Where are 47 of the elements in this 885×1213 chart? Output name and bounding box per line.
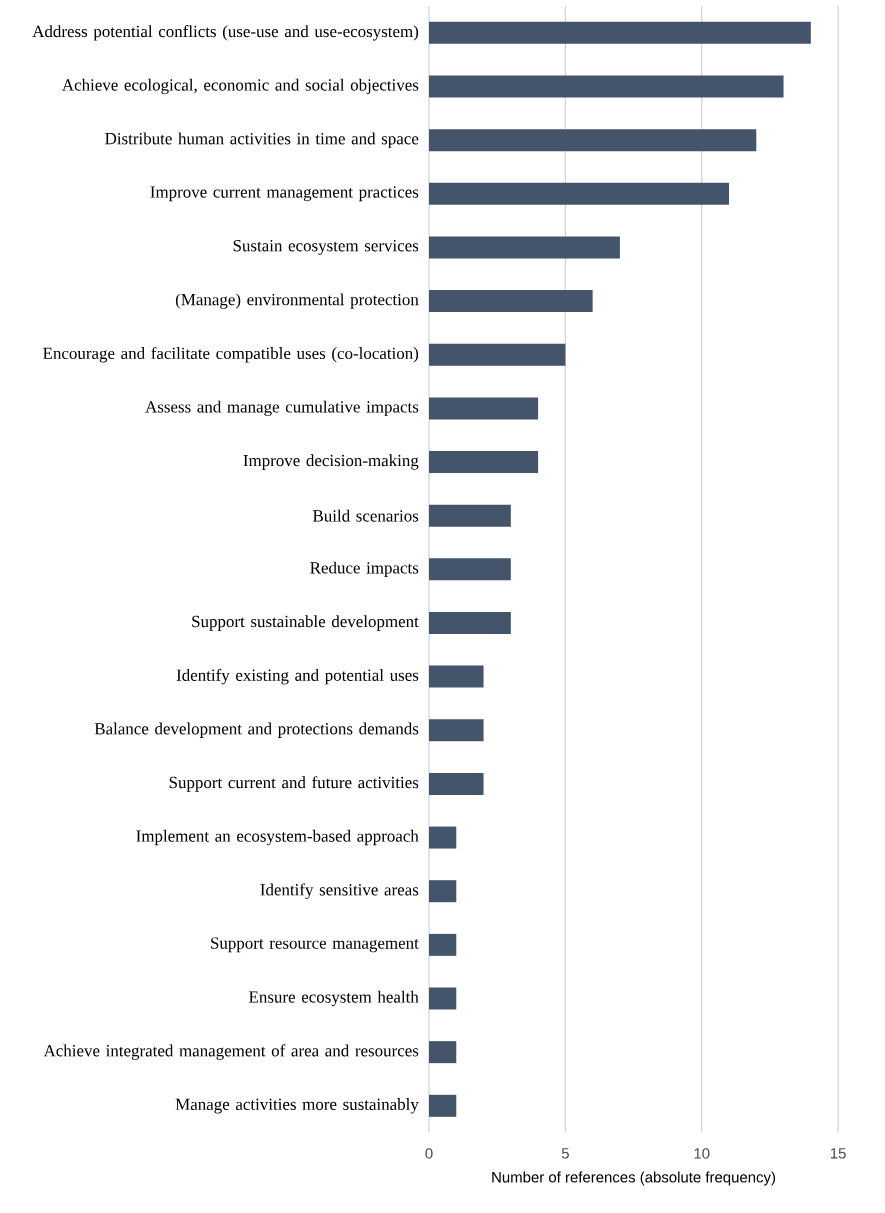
y-tick-label: Sustain ecosystem services [233,239,419,255]
y-tick-label: Achieve ecological, economic and social objectives [62,78,419,95]
bar [429,451,539,474]
x-axis-title: Number of references (absolute frequency) [492,1171,776,1186]
bar [429,772,484,795]
bar [429,504,511,527]
y-tick-label: Ensure ecosystem health [249,990,419,1007]
y-tick-label: Encourage and facilitate compatible uses (co-location) [43,346,419,363]
x-tick-label: 15 [830,1148,846,1159]
y-tick-label: Achieve integrated management of area and resources [43,1044,419,1060]
y-tick-label: Improve current management practices [150,186,419,202]
bar [429,880,457,903]
y-tick-label: Reduce impacts [310,561,419,577]
bar [429,665,484,688]
bar [429,343,566,366]
bar [429,611,511,634]
y-tick-label: Distribute human activities in time and space [105,132,419,148]
bar [429,182,730,205]
bar [429,75,784,98]
y-tick-label: Implement an ecosystem-based approach [136,829,419,846]
y-tick-label: Support current and future activities [169,776,419,792]
y-tick-label: (Manage) environmental protection [175,293,419,309]
bar [429,290,593,313]
y-tick-label: Assess and manage cumulative impacts [145,400,419,417]
bar [429,826,457,849]
y-tick-label: Identify sensitive areas [260,883,419,899]
bar [429,1041,457,1064]
y-tick-label: Build scenarios [312,509,419,522]
y-tick-label: Improve decision-making [243,454,419,470]
bar [429,21,811,44]
bar [429,558,511,581]
bar [429,719,484,742]
bar [429,129,757,152]
bar [429,397,539,420]
y-tick-label: Balance development and protections demands [94,722,419,738]
bar [429,1094,457,1117]
y-tick-label: Address potential conflicts (use-use and use-ecosystem) [32,25,419,41]
bar [429,933,457,956]
y-tick-label: Identify existing and potential uses [176,668,419,685]
y-tick-label: Support resource management [211,937,419,953]
x-tick-label: 0 [425,1148,433,1159]
y-tick-label: Support sustainable development [192,615,419,631]
y-tick-label: Manage activities more sustainably [175,1098,419,1114]
x-tick-label: 10 [694,1148,710,1159]
x-tick-label: 5 [561,1148,569,1159]
bar [429,236,620,259]
bar [429,987,457,1010]
